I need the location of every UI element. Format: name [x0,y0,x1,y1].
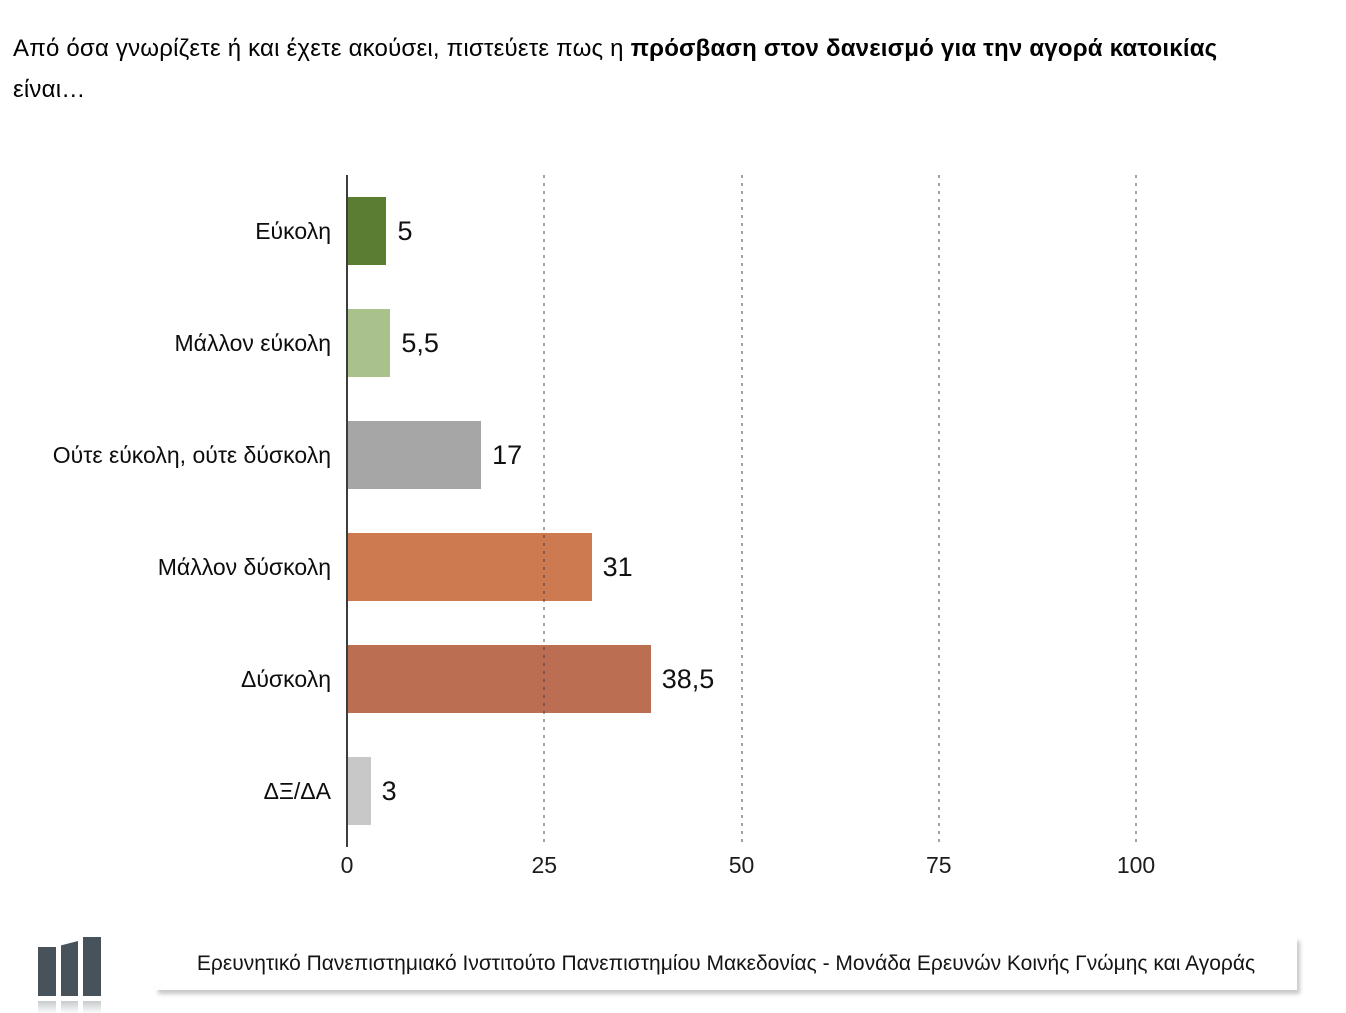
value-label: 17 [492,439,523,470]
x-tick-label: 50 [728,852,755,878]
category-label: Δύσκολη [240,665,331,692]
value-label: 3 [381,775,397,806]
x-tick-label: 100 [1116,852,1156,878]
bar [347,533,592,601]
category-label: Μάλλον εύκολη [174,329,332,356]
bar-row: Δύσκολη 38,5 [0,623,1346,735]
bar-row: Μάλλον εύκολη 5,5 [0,287,1346,399]
chart-title-line2: είναι… [13,76,86,103]
value-label: 38,5 [661,663,715,694]
bar-row: Μάλλον δύσκολη 31 [0,511,1346,623]
chart-title-regular: Από όσα γνωρίζετε ή και έχετε ακούσει, π… [13,35,631,62]
footer-institute-text: Ερευνητικό Πανεπιστημιακό Ινστιτούτο Παν… [196,951,1256,975]
value-label: 5,5 [401,327,439,358]
bar [347,421,482,489]
university-bars-logo-icon [0,0,130,1013]
y-axis-line [346,175,348,847]
bar-row: Εύκολη 5 [0,175,1346,287]
bar-row: ΔΞ/ΔΑ 3 [0,735,1346,847]
value-label: 31 [602,551,633,582]
logo-bar-reflection [83,1001,101,1013]
logo-bar-reflection [61,1001,78,1013]
bar [347,309,391,377]
footer-band: Ερευνητικό Πανεπιστημιακό Ινστιτούτο Παν… [155,937,1297,990]
bar-chart: Εύκολη 5 Μάλλον εύκολη 5,5 Ούτε εύκολη, ούτε… [0,175,1346,847]
category-label: Μάλλον δύσκολη [157,553,331,580]
logo-bar [83,937,101,996]
logo-bar-reflection [38,1001,56,1013]
category-label: Ούτε εύκολη, ούτε δύσκολη [52,441,331,468]
category-label: Εύκολη [255,217,331,244]
x-tick-label: 25 [531,852,558,878]
chart-title: Από όσα γνωρίζετε ή και έχετε ακούσει, π… [13,28,1313,110]
category-label: ΔΞ/ΔΑ [263,777,331,804]
bar-rows: Εύκολη 5 Μάλλον εύκολη 5,5 Ούτε εύκολη, ούτε… [0,175,1346,847]
bar-row: Ούτε εύκολη, ούτε δύσκολη 17 [0,399,1346,511]
chart-title-bold: πρόσβαση στον δανεισμό για την αγορά κατ… [630,35,1218,62]
bar [347,645,651,713]
logo-bar [38,947,56,996]
chart-title-line1: Από όσα γνωρίζετε ή και έχετε ακούσει, π… [13,28,1313,69]
x-tick-label: 75 [925,852,952,878]
value-label: 5 [397,215,413,246]
bar [347,757,371,825]
x-axis-ticks: 0 25 50 75 100 [0,852,1346,882]
logo-bar [61,941,78,996]
bar [347,197,387,265]
x-tick-label: 0 [340,852,354,878]
